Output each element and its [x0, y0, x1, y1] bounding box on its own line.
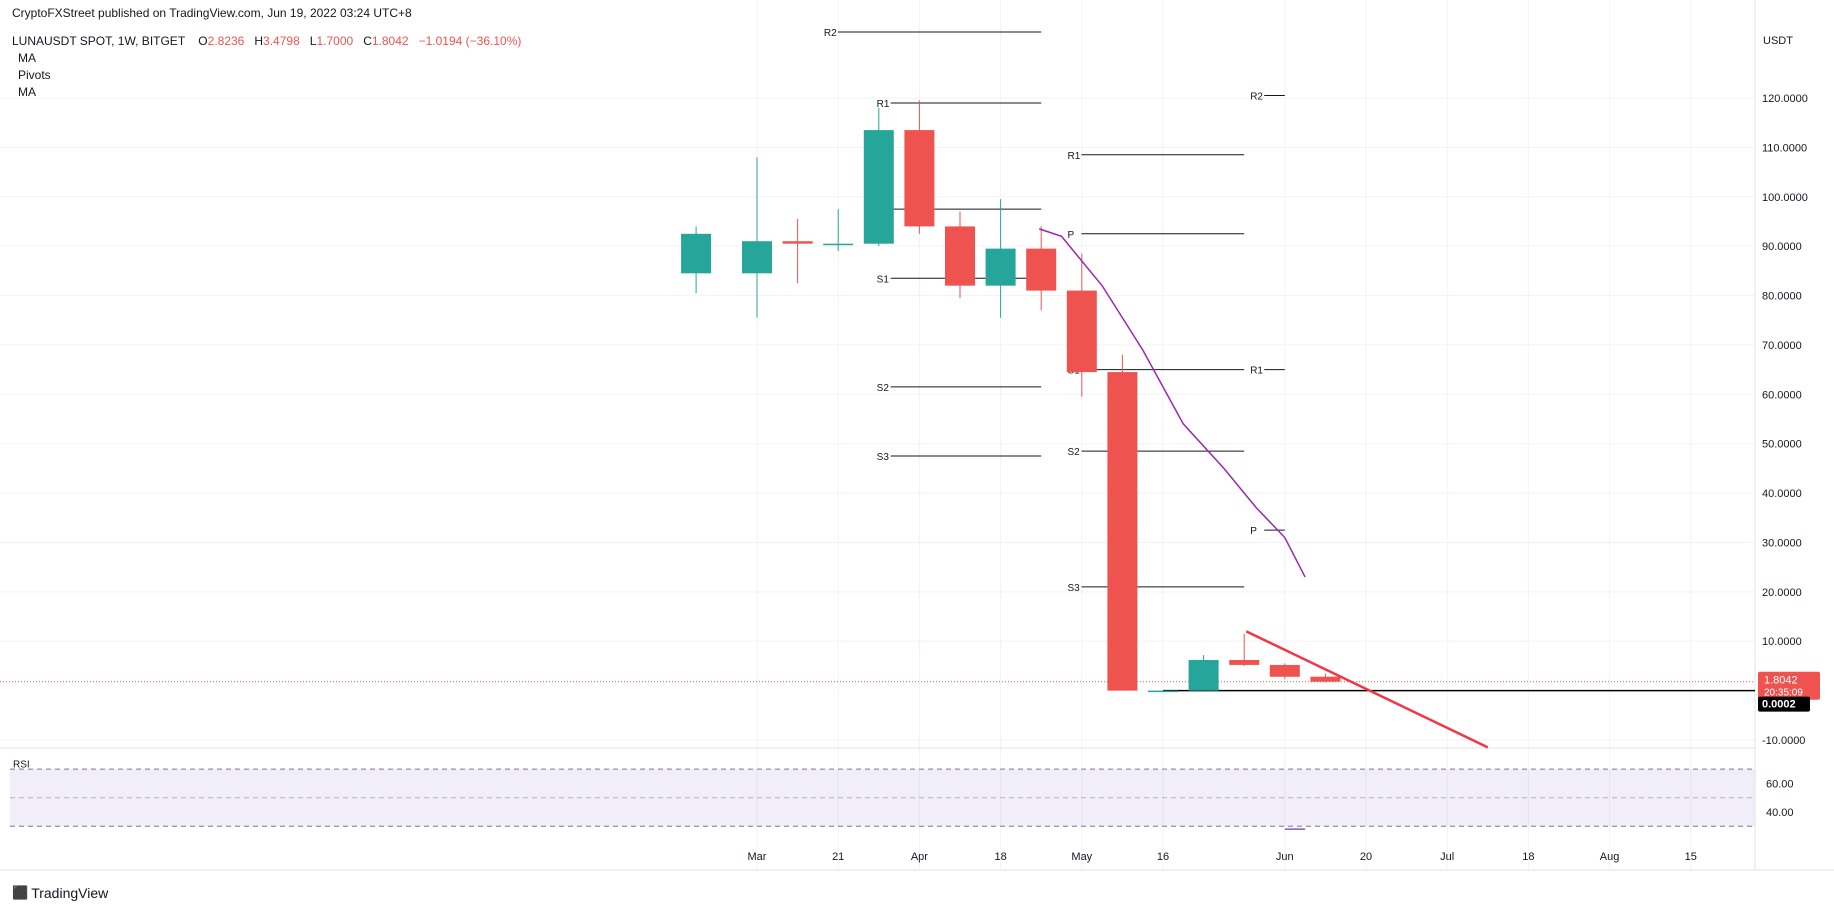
support-value: 0.0002	[1762, 699, 1796, 711]
publisher-text: CryptoFXStreet published on TradingView.…	[12, 6, 412, 20]
last-price-value: 1.8042	[1764, 675, 1798, 687]
candle-body[interactable]	[1026, 248, 1057, 291]
symbol-name[interactable]: LUNAUSDT SPOT, 1W, BITGET	[12, 34, 185, 48]
publisher-line: CryptoFXStreet published on TradingView.…	[12, 6, 412, 20]
y-tick-label: 90.0000	[1762, 241, 1802, 253]
candle-body[interactable]	[945, 226, 975, 286]
pivot-label-r2: R2	[1250, 92, 1263, 103]
candle-body[interactable]	[782, 241, 813, 244]
pivot-label-r1: R1	[1068, 151, 1081, 162]
y-tick-label: 80.0000	[1762, 291, 1802, 303]
trendline	[1245, 630, 1489, 749]
pivot-label-s1: S1	[877, 274, 890, 285]
legend-pivots-label: Pivots	[18, 68, 51, 82]
candle-body[interactable]	[1269, 664, 1300, 677]
legend-pivots[interactable]: Pivots	[18, 68, 51, 82]
legend-ma-1-label: MA	[18, 51, 36, 65]
x-tick-label: Aug	[1600, 851, 1620, 863]
close-value: 1.8042	[371, 34, 409, 48]
x-tick-label: May	[1071, 851, 1092, 863]
pivot-label-p: P	[1068, 230, 1075, 241]
y-tick-label: 40.0000	[1762, 488, 1802, 500]
moving-average-line	[1038, 228, 1306, 578]
candle-body[interactable]	[1188, 659, 1219, 691]
pivot-label-r2: R2	[824, 28, 837, 39]
candle-body[interactable]	[985, 248, 1016, 286]
candle-body[interactable]	[1310, 676, 1341, 682]
pivot-label-s3: S3	[877, 452, 890, 463]
legend-ma-2[interactable]: MA	[18, 85, 36, 99]
legend-ma-2-label: MA	[18, 85, 36, 99]
y-tick-label: 60.0000	[1762, 389, 1802, 401]
high-value: 3.4798	[263, 34, 300, 48]
candle-body[interactable]	[823, 243, 854, 246]
support-badge	[1758, 696, 1810, 712]
y-tick-label: 20.0000	[1762, 587, 1802, 599]
rsi-tick-label: 40.00	[1766, 807, 1794, 819]
candle-body[interactable]	[742, 241, 772, 274]
candle-body[interactable]	[1148, 690, 1178, 693]
candle-body[interactable]	[681, 233, 712, 274]
legend-ma-1[interactable]: MA	[18, 51, 36, 65]
open-value: 2.8236	[207, 34, 245, 48]
low-label: L	[309, 34, 317, 48]
x-tick-label: Jun	[1276, 851, 1294, 863]
pivot-label-r1: R1	[1250, 366, 1263, 377]
candle-body[interactable]	[1229, 659, 1260, 665]
x-tick-label: 15	[1685, 851, 1697, 863]
pivot-label-r1: R1	[877, 99, 890, 110]
x-tick-label: 16	[1157, 851, 1169, 863]
y-tick-label: 100.0000	[1762, 192, 1808, 204]
x-tick-label: 20	[1360, 851, 1372, 863]
candle-body[interactable]	[1107, 372, 1138, 691]
y-tick-label: -10.0000	[1762, 735, 1805, 747]
last-price-badge	[1758, 671, 1820, 700]
x-tick-label: 18	[1522, 851, 1534, 863]
ohlc-line: LUNAUSDT SPOT, 1W, BITGET O2.8236 H3.479…	[12, 34, 521, 48]
candle-body[interactable]	[1066, 290, 1097, 373]
change-value: −1.0194 (−36.10%)	[418, 34, 522, 48]
x-tick-label: Apr	[911, 851, 928, 863]
pivot-label-s2: S2	[1068, 447, 1081, 458]
pivot-label-s2: S2	[877, 383, 890, 394]
rsi-tick-label: 60.00	[1766, 778, 1794, 790]
open-label: O	[198, 34, 208, 48]
high-label: H	[254, 34, 264, 48]
pivot-label-p: P	[1250, 526, 1257, 537]
y-tick-label: 120.0000	[1762, 93, 1808, 105]
candle-body[interactable]	[904, 130, 935, 227]
y-tick-label: 10.0000	[1762, 636, 1802, 648]
rsi-label: RSI	[13, 759, 30, 770]
y-tick-label: 30.0000	[1762, 537, 1802, 549]
close-label: C	[363, 34, 372, 48]
y-tick-label: 50.0000	[1762, 439, 1802, 451]
y-tick-label: 70.0000	[1762, 340, 1802, 352]
y-tick-label: 110.0000	[1762, 142, 1807, 154]
brand-name: TradingView	[31, 885, 109, 901]
x-tick-label: 18	[994, 851, 1006, 863]
x-tick-label: 21	[832, 851, 844, 863]
currency-label: USDT	[1763, 35, 1793, 47]
pivot-label-s3: S3	[1068, 583, 1081, 594]
x-tick-label: Mar	[748, 851, 767, 863]
tradingview-logo-icon: ⬛	[12, 885, 28, 900]
low-value: 1.7000	[316, 34, 354, 48]
x-tick-label: Jul	[1440, 851, 1454, 863]
candle-body[interactable]	[863, 130, 894, 244]
bar-countdown: 20:35:09	[1764, 688, 1803, 699]
tradingview-brand[interactable]: ⬛ TradingView	[12, 885, 108, 901]
